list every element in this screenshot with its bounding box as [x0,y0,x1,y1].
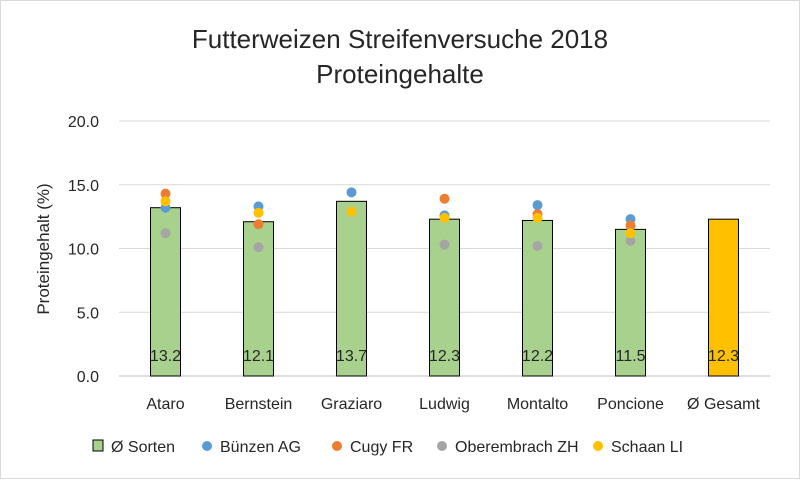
scatter-point [253,207,264,218]
legend-label: Oberembrach ZH [455,439,579,456]
category-label: Ludwig [419,396,470,413]
bar-data-label: 12.2 [522,348,553,365]
scatter-point [253,242,264,253]
scatter-point [160,228,171,239]
legend-marker [202,441,212,451]
scatter-point [532,200,543,211]
y-tick-labels: 0.0 5.0 10.0 15.0 20.0 [68,114,99,386]
scatter-point [160,196,171,207]
category-label: Ø Gesamt [687,396,760,413]
scatter-point [532,212,543,223]
bar-data-label: 13.7 [336,348,367,365]
legend-label: Ø Sorten [111,439,175,456]
y-tick-label: 15.0 [68,178,99,195]
category-label: Poncione [597,396,664,413]
scatter-point [625,235,636,246]
legend-marker [437,441,447,451]
y-tick-label: 20.0 [68,114,99,131]
y-tick-label: 0.0 [77,369,99,386]
scatter-point [625,220,636,231]
legend-marker [593,441,603,451]
scatter-point [532,240,543,251]
scatter-point [160,188,171,199]
scatter-point [346,206,357,217]
y-axis-label: Proteingehalt (%) [34,183,53,314]
category-labels: Ataro Bernstein Graziaro Ludwig Montalto Ponc… [146,396,760,413]
bar [708,218,739,377]
chart-title: Futterweizen Streifenversuche 2018 [192,24,608,54]
bar-data-label: 13.2 [150,348,181,365]
scatter-point [625,228,636,239]
category-label: Bernstein [225,396,293,413]
category-label: Montalto [507,396,568,413]
legend-label: Bünzen AG [220,439,301,456]
chart-subtitle: Proteingehalte [316,59,484,89]
bar-data-label: 11.5 [616,348,646,365]
scatter-point [439,212,450,223]
scatter-point [439,193,450,204]
scatter-points [160,187,636,253]
legend-label: Cugy FR [350,439,413,456]
bar-data-labels: 13.2 12.1 13.7 12.3 12.2 11.5 12.3 [150,348,739,365]
y-tick-label: 10.0 [68,242,99,259]
bar-data-label: 12.1 [243,348,274,365]
legend-marker [332,441,342,451]
legend: Ø Sorten Bünzen AG Cugy FR Oberembrach ZH Sc… [92,439,683,456]
legend-swatch [92,439,104,452]
scatter-point [439,239,450,250]
legend-label: Schaan LI [611,439,683,456]
scatter-point [346,187,357,198]
bar-data-label: 12.3 [708,348,739,365]
bar [243,221,274,377]
bar [336,200,367,377]
category-label: Ataro [146,396,184,413]
category-label: Graziaro [321,396,382,413]
bar-data-label: 12.3 [429,348,460,365]
y-tick-label: 5.0 [77,305,99,322]
bars [150,200,739,377]
scatter-point [253,219,264,230]
